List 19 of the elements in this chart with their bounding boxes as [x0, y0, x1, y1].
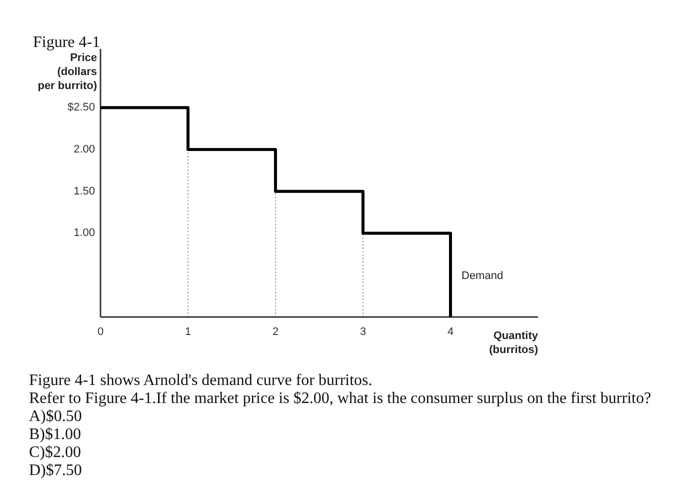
x-axis-title: Quantity (burritos)	[489, 330, 539, 356]
y-axis-title: Price (dollars per burrito)	[38, 52, 98, 92]
x-tick-label: 0	[97, 326, 104, 338]
caption: Figure 4-1 shows Arnold's demand curve for burritos.	[29, 372, 372, 389]
series-label: Demand	[462, 270, 504, 282]
x-tick-label: 4	[447, 326, 454, 338]
x-tick-label: 1	[184, 326, 192, 338]
text: Refer to Figure 4-1.If the market price is $2.00, what is the consumer surplus on the first burrito?	[29, 390, 652, 407]
text: C)$2.00	[29, 444, 81, 461]
text: A)$0.50	[29, 408, 82, 425]
chart-title: Figure 4-1	[33, 34, 100, 51]
text: B)$1.00	[29, 426, 81, 443]
text: D)$7.50	[29, 462, 82, 479]
x-tick-label: 3	[360, 326, 366, 338]
y-tick-label: $2.50	[67, 102, 95, 114]
y-tick-label: 2.00	[74, 143, 95, 156]
y-tick-label: 1.50	[74, 185, 95, 198]
x-tick-label: 2	[272, 326, 279, 338]
y-tick-label: 1.00	[74, 227, 95, 240]
